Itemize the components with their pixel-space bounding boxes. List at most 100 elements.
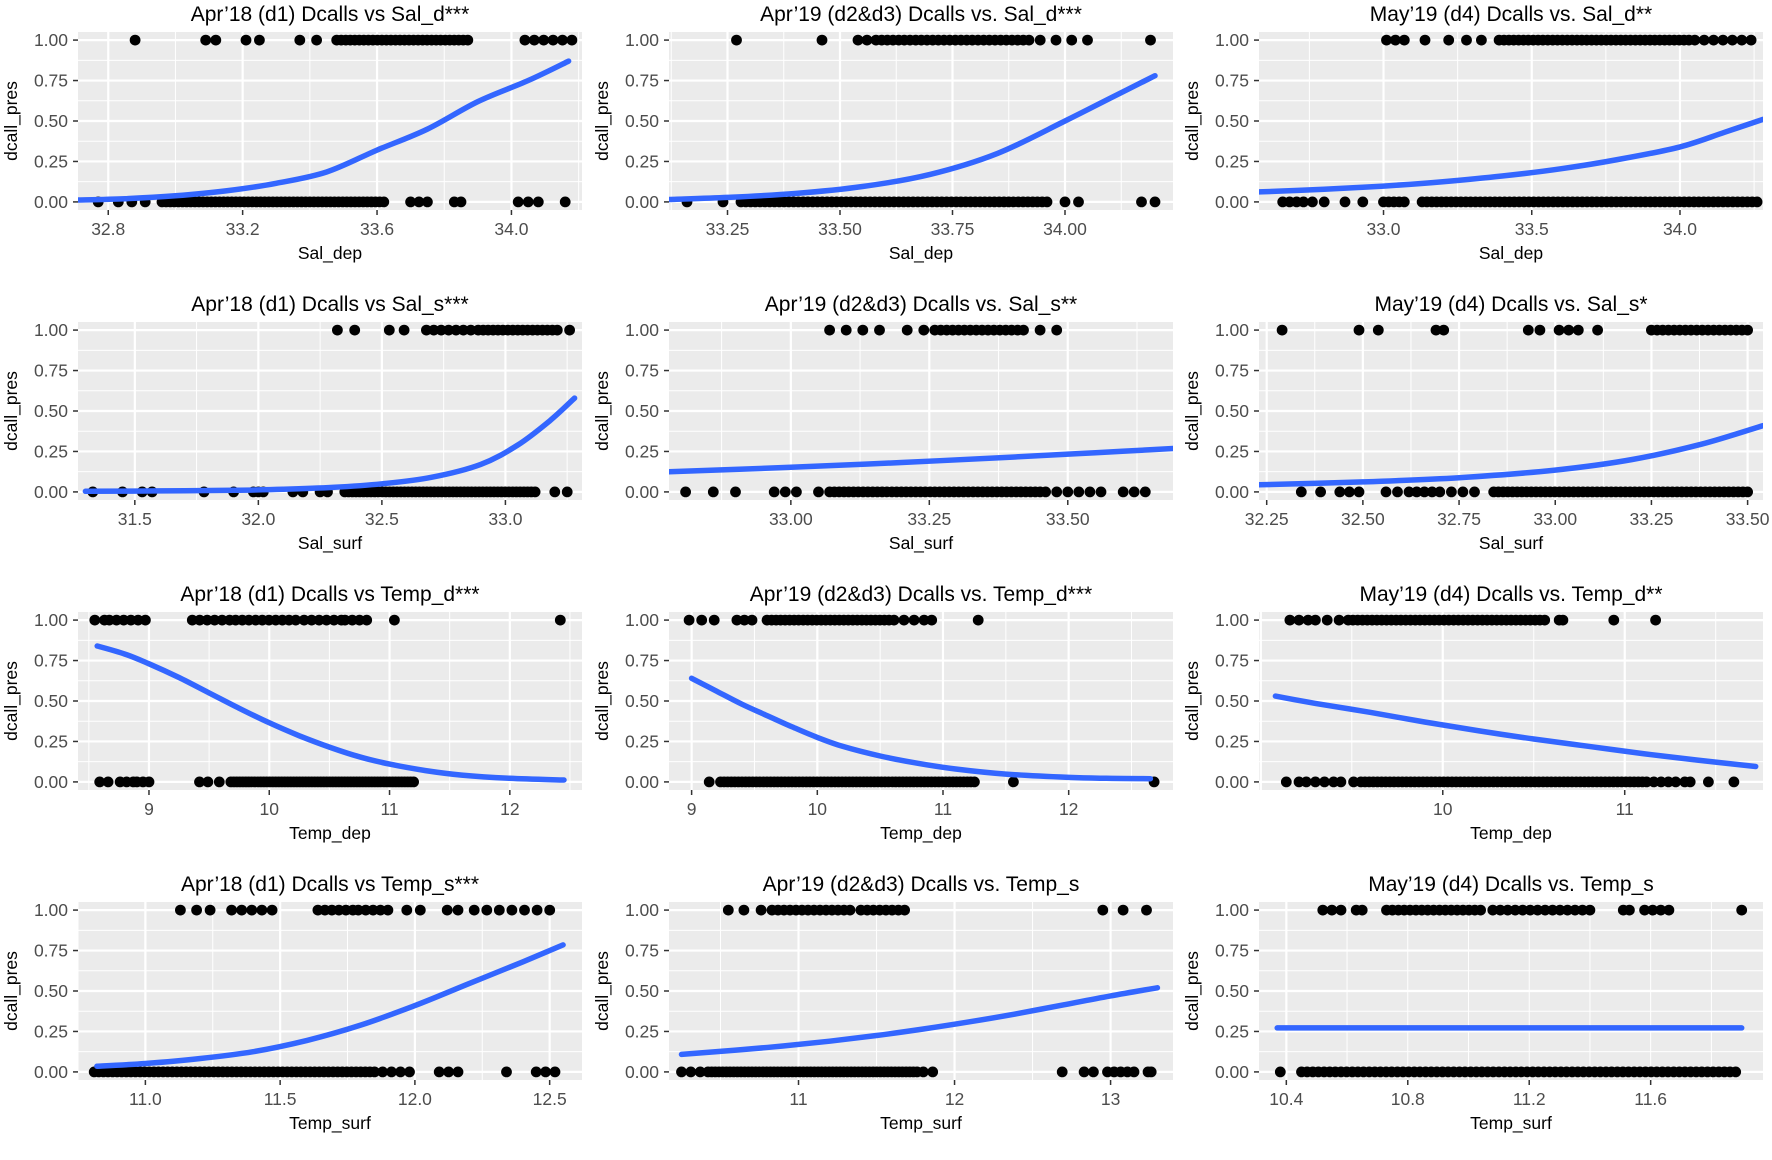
y-tick-label: 0.00 bbox=[625, 192, 659, 212]
y-tick-label: 0.25 bbox=[1215, 1021, 1249, 1041]
x-axis-label: Sal_dep bbox=[298, 243, 362, 264]
panel-3-plot: 0.00 0.25 0.50 0.75 1.00 33.0 33.5 34.0 May’19 (… bbox=[1182, 3, 1764, 264]
y-tick-label: 1.00 bbox=[625, 320, 659, 340]
y-tick-label: 0.50 bbox=[1215, 691, 1249, 711]
y-tick-label: 0.25 bbox=[34, 731, 68, 751]
scatter-points bbox=[681, 34, 1161, 208]
x-tick-label: 33.75 bbox=[930, 219, 974, 239]
x-axis-label: Temp_dep bbox=[880, 823, 962, 844]
x-tick-label: 33.50 bbox=[818, 219, 862, 239]
x-tick-label: 11 bbox=[380, 799, 398, 819]
axes: 0.00 0.25 0.50 0.75 1.00 32.8 33.2 33.6 34.0 bbox=[34, 30, 529, 239]
x-tick-label: 33.5 bbox=[1515, 219, 1549, 239]
y-tick-label: 0.75 bbox=[34, 71, 68, 91]
gridlines bbox=[668, 322, 1173, 500]
scatter-points bbox=[675, 904, 1157, 1078]
scatter-points bbox=[89, 614, 566, 788]
y-tick-label: 0.25 bbox=[1215, 441, 1249, 461]
panel-title: Apr’18 (d1) Dcalls vs Temp_d*** bbox=[180, 583, 479, 606]
panel-3: 0.00 0.25 0.50 0.75 1.00 33.0 33.5 34.0 May’19 (… bbox=[1181, 0, 1772, 290]
scatter-points bbox=[1277, 34, 1763, 208]
gridlines bbox=[78, 612, 582, 790]
panel-title: Apr’18 (d1) Dcalls vs Temp_s*** bbox=[181, 873, 479, 896]
smooth-curve bbox=[78, 58, 572, 203]
y-axis-label: dcall_pres bbox=[1, 81, 22, 161]
panel-9: 0.00 0.25 0.50 0.75 1.00 10 11 May’19 (d4) Dcal… bbox=[1181, 580, 1772, 870]
x-axis-label: Sal_surf bbox=[298, 533, 362, 554]
x-tick-label: 9 bbox=[144, 799, 154, 819]
panel-9-plot: 0.00 0.25 0.50 0.75 1.00 10 11 May’19 (d4) Dcal… bbox=[1182, 583, 1764, 844]
panel-7: 0.00 0.25 0.50 0.75 1.00 9 10 11 12 Apr’18 (d1) D… bbox=[0, 580, 591, 870]
x-tick-label: 10.4 bbox=[1270, 1089, 1304, 1109]
y-axis-label: dcall_pres bbox=[1182, 951, 1203, 1031]
y-tick-label: 0.00 bbox=[1215, 482, 1249, 502]
y-tick-label: 0.50 bbox=[625, 981, 659, 1001]
panel-title: Apr’19 (d2&d3) Dcalls vs. Temp_d*** bbox=[749, 583, 1091, 606]
axes: 0.00 0.25 0.50 0.75 1.00 9 10 11 12 bbox=[34, 610, 520, 819]
scatter-points bbox=[679, 324, 1151, 498]
x-tick-label: 33.00 bbox=[1534, 509, 1578, 529]
panel-10: 0.00 0.25 0.50 0.75 1.00 11.0 11.5 12.0 12.5 Apr’… bbox=[0, 870, 591, 1160]
x-axis-label: Sal_surf bbox=[889, 533, 953, 554]
y-axis-label: dcall_pres bbox=[592, 81, 613, 161]
panel-8: 0.00 0.25 0.50 0.75 1.00 9 10 11 12 Apr’19 (d2&d3… bbox=[591, 580, 1182, 870]
panel-title: May’19 (d4) Dcalls vs. Sal_d** bbox=[1370, 3, 1652, 26]
x-tick-label: 34.00 bbox=[1043, 219, 1087, 239]
y-tick-label: 0.25 bbox=[625, 441, 659, 461]
y-tick-label: 0.00 bbox=[625, 482, 659, 502]
y-tick-label: 0.25 bbox=[1215, 151, 1249, 171]
y-tick-label: 1.00 bbox=[625, 30, 659, 50]
y-tick-label: 0.75 bbox=[34, 941, 68, 961]
y-tick-label: 1.00 bbox=[1215, 30, 1249, 50]
y-tick-label: 0.00 bbox=[625, 772, 659, 792]
y-axis-label: dcall_pres bbox=[1, 661, 22, 741]
y-axis-label: dcall_pres bbox=[1182, 81, 1203, 161]
y-tick-label: 1.00 bbox=[34, 610, 68, 630]
panel-title: May’19 (d4) Dcalls vs. Sal_s* bbox=[1375, 293, 1648, 316]
panel-12-plot: 0.00 0.25 0.50 0.75 1.00 10.4 10.8 11.2 11.6 May’… bbox=[1182, 873, 1764, 1134]
x-tick-label: 33.50 bbox=[1726, 509, 1770, 529]
panel-1-plot: 0.00 0.25 0.50 0.75 1.00 32.8 33.2 33.6 34.0 Apr’… bbox=[1, 3, 582, 264]
y-tick-label: 0.25 bbox=[625, 151, 659, 171]
y-tick-label: 1.00 bbox=[1215, 610, 1249, 630]
panel-title: Apr’19 (d2&d3) Dcalls vs. Sal_s** bbox=[764, 293, 1076, 316]
x-tick-label: 11.2 bbox=[1513, 1089, 1546, 1109]
panel-4: 0.00 0.25 0.50 0.75 1.00 31.5 32.0 32.5 33.0 Apr’… bbox=[0, 290, 591, 580]
panel-12: 0.00 0.25 0.50 0.75 1.00 10.4 10.8 11.2 11.6 May’… bbox=[1181, 870, 1772, 1160]
gridlines bbox=[78, 322, 582, 500]
y-axis-label: dcall_pres bbox=[1182, 661, 1203, 741]
smooth-curve bbox=[1259, 422, 1764, 488]
y-tick-label: 0.75 bbox=[625, 941, 659, 961]
axes: 0.00 0.25 0.50 0.75 1.00 11.0 11.5 12.0 12.5 bbox=[34, 900, 567, 1109]
panel-5-plot: 0.00 0.25 0.50 0.75 1.00 33.00 33.25 33.50 Apr’1… bbox=[592, 293, 1173, 554]
x-axis-label: Temp_surf bbox=[880, 1113, 962, 1134]
smooth-curve bbox=[678, 985, 1160, 1058]
x-tick-label: 11 bbox=[934, 799, 952, 819]
x-tick-label: 10.8 bbox=[1391, 1089, 1425, 1109]
y-tick-label: 0.25 bbox=[34, 441, 68, 461]
x-tick-label: 12.5 bbox=[533, 1089, 567, 1109]
scatter-points bbox=[1277, 324, 1754, 498]
y-tick-label: 0.50 bbox=[625, 111, 659, 131]
y-tick-label: 1.00 bbox=[34, 320, 68, 340]
smooth-curve bbox=[688, 675, 1153, 782]
y-tick-label: 0.00 bbox=[1215, 192, 1249, 212]
x-tick-label: 10 bbox=[807, 799, 827, 819]
y-tick-label: 0.50 bbox=[625, 401, 659, 421]
smooth-curve bbox=[668, 72, 1158, 203]
y-tick-label: 0.00 bbox=[34, 482, 68, 502]
panel-11: 0.00 0.25 0.50 0.75 1.00 11 12 13 Apr’19 (d2&d3)… bbox=[591, 870, 1182, 1160]
panel-5: 0.00 0.25 0.50 0.75 1.00 33.00 33.25 33.50 Apr’1… bbox=[591, 290, 1182, 580]
x-tick-label: 33.50 bbox=[1046, 509, 1090, 529]
x-tick-label: 32.0 bbox=[241, 509, 275, 529]
axes: 0.00 0.25 0.50 0.75 1.00 31.5 32.0 32.5 33.0 bbox=[34, 320, 523, 529]
axes: 0.00 0.25 0.50 0.75 1.00 9 10 11 12 bbox=[625, 610, 1078, 819]
x-tick-label: 32.5 bbox=[365, 509, 399, 529]
x-tick-label: 34.0 bbox=[494, 219, 528, 239]
y-tick-label: 0.75 bbox=[34, 361, 68, 381]
x-tick-label: 32.50 bbox=[1341, 509, 1385, 529]
x-tick-label: 11 bbox=[1616, 799, 1634, 819]
x-tick-label: 33.25 bbox=[705, 219, 749, 239]
smooth-curve bbox=[94, 643, 567, 783]
